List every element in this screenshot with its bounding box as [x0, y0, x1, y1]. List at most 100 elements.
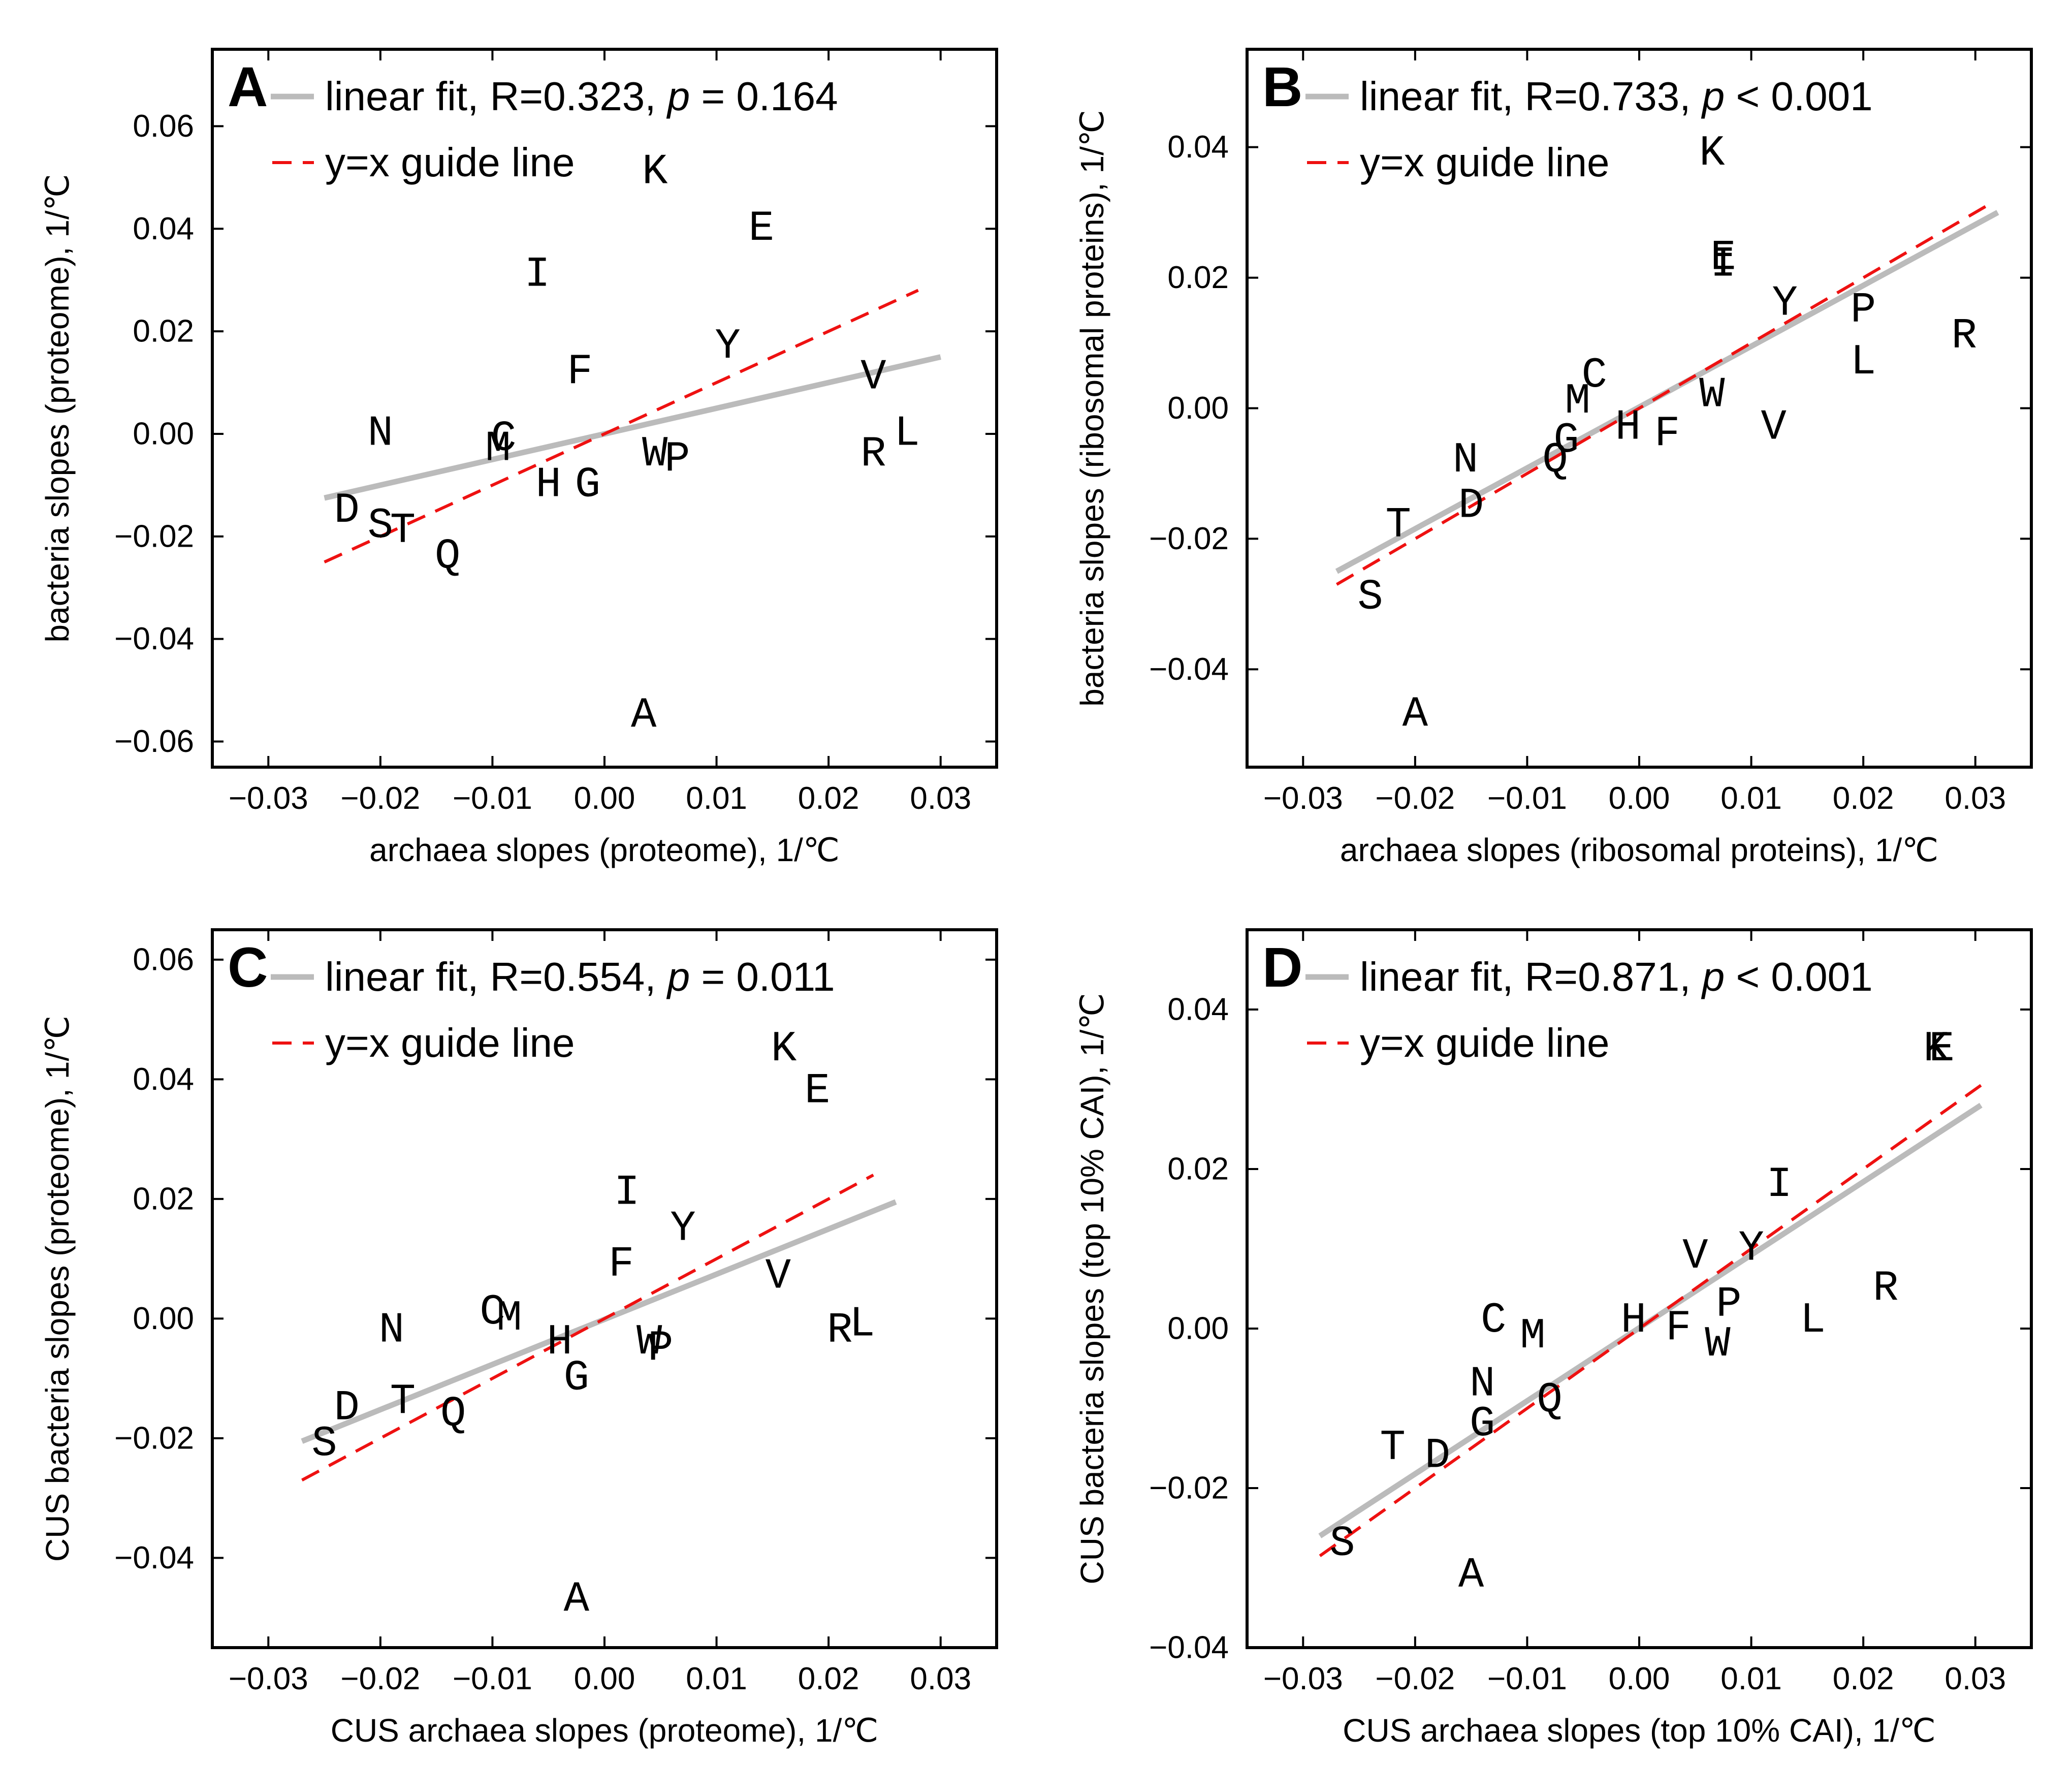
legend-guide-text: y=x guide line [1360, 1020, 1609, 1065]
point-label-d: D [1425, 1432, 1450, 1480]
point-label-d: D [334, 1384, 359, 1433]
y-tick-label: −0.06 [114, 724, 194, 759]
guide-line [324, 289, 919, 564]
x-tick-label: −0.01 [453, 1661, 532, 1696]
guide-line [301, 1174, 874, 1481]
y-tick-label: 0.04 [133, 211, 194, 246]
x-tick-label: 0.00 [1609, 781, 1670, 816]
point-label-f: F [609, 1241, 634, 1289]
y-tick-label: 0.04 [1167, 992, 1229, 1027]
point-label-y: Y [715, 323, 740, 371]
y-tick-label: 0.06 [133, 109, 194, 144]
point-label-l: L [1800, 1297, 1826, 1345]
legend-guide-text: y=x guide line [325, 1020, 575, 1065]
point-label-h: H [1615, 404, 1641, 452]
y-axis-label: bacteria slopes (ribosomal proteins), 1/… [1074, 110, 1110, 707]
y-tick-label: 0.00 [1167, 391, 1229, 426]
point-label-q: Q [440, 1390, 466, 1438]
y-axis-label: CUS bacteria slopes (proteome), 1/℃ [39, 1016, 76, 1562]
legend-fit-prefix: linear fit, R=0.554, [325, 954, 667, 999]
legend-p-symbol: p [666, 74, 690, 119]
y-tick-label: −0.02 [1149, 1471, 1229, 1506]
point-label-m: M [1565, 377, 1590, 426]
y-axis-label: CUS bacteria slopes (top 10% CAI), 1/℃ [1074, 993, 1110, 1585]
x-tick-label: −0.02 [1375, 781, 1455, 816]
legend-guide-text: y=x guide line [1360, 140, 1609, 185]
point-label-g: G [575, 461, 600, 509]
point-label-l: L [1851, 338, 1876, 387]
point-label-a: A [631, 692, 657, 740]
y-tick-label: 0.04 [1167, 130, 1229, 165]
x-tick-label: 0.01 [1720, 1661, 1782, 1696]
point-label-n: N [368, 409, 393, 458]
point-label-h: H [547, 1318, 572, 1367]
legend-fit-text: linear fit, R=0.323, p = 0.164 [325, 74, 838, 119]
y-tick-label: −0.02 [114, 519, 194, 554]
point-label-m: M [1520, 1312, 1545, 1361]
point-label-k: K [771, 1025, 797, 1074]
point-label-h: H [1621, 1297, 1646, 1345]
y-tick-label: 0.06 [133, 942, 194, 977]
point-label-p: P [1851, 286, 1876, 334]
x-tick-label: −0.01 [453, 781, 532, 816]
y-tick-label: 0.00 [133, 1301, 194, 1336]
point-label-r: R [827, 1306, 852, 1354]
point-label-r: R [1951, 312, 1977, 361]
x-tick-label: −0.02 [340, 1661, 420, 1696]
x-axis-label: CUS archaea slopes (top 10% CAI), 1/℃ [1343, 1712, 1936, 1749]
point-label-w: W [642, 430, 668, 479]
point-label-l: L [849, 1301, 875, 1349]
x-tick-label: 0.00 [574, 1661, 635, 1696]
point-label-t: T [1380, 1424, 1406, 1472]
x-tick-label: 0.03 [1945, 1661, 2006, 1696]
point-label-v: V [1761, 404, 1786, 452]
point-label-d: D [334, 487, 359, 535]
y-tick-label: 0.02 [133, 1181, 194, 1216]
point-label-e: E [805, 1067, 830, 1115]
x-tick-label: −0.03 [229, 1661, 308, 1696]
point-label-y: Y [1738, 1225, 1764, 1273]
point-label-s: S [311, 1420, 337, 1468]
point-label-f: F [1654, 410, 1680, 458]
panel-letter: B [1262, 56, 1302, 118]
guide-line [1319, 1084, 1982, 1557]
point-label-q: Q [435, 533, 460, 581]
point-label-q: Q [1542, 436, 1568, 485]
point-label-i: I [1710, 240, 1736, 289]
point-label-f: F [1666, 1305, 1691, 1353]
point-label-e: E [1929, 1025, 1954, 1074]
point-label-c: C [1582, 352, 1607, 400]
legend-p-value: < 0.001 [1725, 954, 1872, 999]
x-tick-label: 0.02 [798, 1661, 859, 1696]
x-tick-label: 0.03 [1945, 781, 2006, 816]
y-tick-label: −0.02 [1149, 521, 1229, 556]
point-label-s: S [368, 502, 393, 550]
point-label-g: G [564, 1354, 589, 1403]
x-tick-label: −0.01 [1487, 781, 1567, 816]
point-label-e: E [749, 205, 774, 253]
point-label-m: M [496, 1295, 522, 1343]
legend-fit-prefix: linear fit, R=0.733, [1360, 74, 1702, 119]
point-label-i: I [1767, 1161, 1792, 1209]
x-tick-label: −0.01 [1487, 1661, 1567, 1696]
y-tick-label: −0.04 [1149, 652, 1229, 687]
point-label-w: W [1699, 371, 1725, 419]
legend-p-value: = 0.011 [690, 954, 835, 999]
point-label-d: D [1458, 482, 1484, 530]
point-label-v: V [1682, 1233, 1708, 1281]
legend-fit-prefix: linear fit, R=0.323, [325, 74, 667, 119]
x-tick-label: 0.02 [1833, 781, 1894, 816]
point-label-n: N [379, 1306, 404, 1354]
point-label-a: A [1402, 691, 1428, 739]
point-label-c: C [1481, 1297, 1506, 1345]
y-tick-label: 0.00 [1167, 1311, 1229, 1346]
legend-fit-prefix: linear fit, R=0.871, [1360, 954, 1702, 999]
y-tick-label: −0.02 [114, 1421, 194, 1456]
point-label-i: I [524, 251, 550, 299]
y-tick-label: −0.04 [1149, 1630, 1229, 1665]
point-label-t: T [390, 507, 416, 555]
legend-fit-text: linear fit, R=0.554, p = 0.011 [325, 954, 835, 999]
point-label-k: K [1923, 1025, 1949, 1074]
